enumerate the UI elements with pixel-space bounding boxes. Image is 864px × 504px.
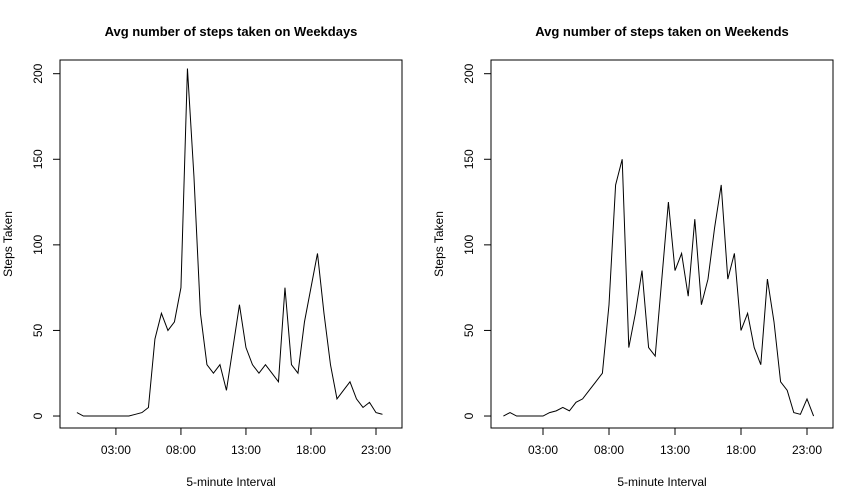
plot-box xyxy=(490,59,834,429)
plot-box xyxy=(59,59,403,429)
x-tick-label: 18:00 xyxy=(296,443,326,457)
chart-title: Avg number of steps taken on Weekends xyxy=(535,24,789,39)
y-tick-label: 200 xyxy=(31,63,45,83)
y-tick-label: 50 xyxy=(462,323,476,337)
x-tick-label: 03:00 xyxy=(528,443,558,457)
y-axis-label: Steps Taken xyxy=(432,211,446,277)
x-tick-label: 03:00 xyxy=(101,443,131,457)
y-axis-label: Steps Taken xyxy=(1,211,15,277)
x-tick-label: 23:00 xyxy=(792,443,822,457)
y-tick-label: 150 xyxy=(31,149,45,169)
y-tick-label: 150 xyxy=(462,149,476,169)
x-tick-label: 13:00 xyxy=(660,443,690,457)
y-tick-label: 100 xyxy=(462,235,476,255)
y-tick-label: 100 xyxy=(31,235,45,255)
y-tick-label: 0 xyxy=(31,412,45,419)
panel: Avg number of steps taken on Weekdays 0 50… xyxy=(1,24,403,489)
y-tick-label: 0 xyxy=(462,412,476,419)
chart-title: Avg number of steps taken on Weekdays xyxy=(105,24,358,39)
x-tick-label: 18:00 xyxy=(726,443,756,457)
panel: Avg number of steps taken on Weekends 0 50… xyxy=(432,24,834,489)
data-line xyxy=(503,159,815,417)
y-tick-label: 50 xyxy=(31,323,45,337)
data-line xyxy=(76,68,383,417)
x-tick-label: 23:00 xyxy=(361,443,391,457)
x-tick-label: 08:00 xyxy=(594,443,624,457)
y-tick-label: 200 xyxy=(462,63,476,83)
x-tick-label: 08:00 xyxy=(166,443,196,457)
x-axis-label: 5-minute Interval xyxy=(617,475,706,489)
x-axis-label: 5-minute Interval xyxy=(186,475,275,489)
x-tick-label: 13:00 xyxy=(231,443,261,457)
